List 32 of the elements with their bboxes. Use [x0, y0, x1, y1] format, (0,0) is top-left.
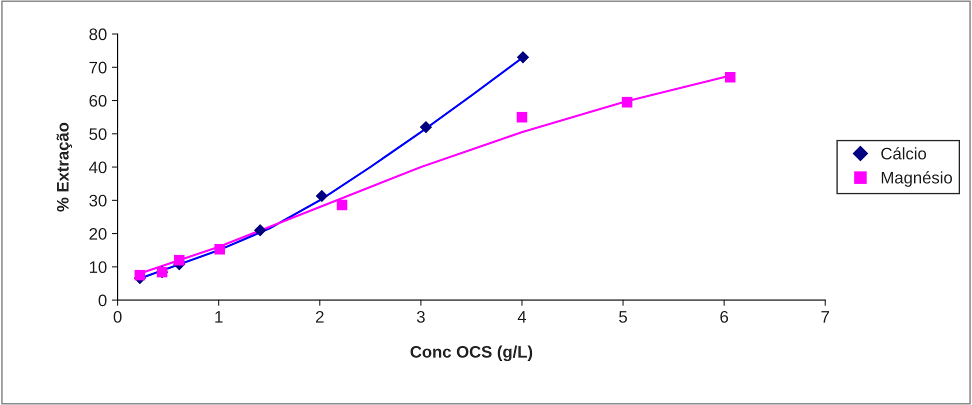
point	[420, 121, 432, 134]
point	[174, 254, 185, 266]
x-tick-label: 6	[720, 310, 728, 323]
x-tick-label: 5	[619, 311, 627, 323]
legend-label: Cálcio	[881, 147, 926, 160]
y-axis-title: % Extração	[56, 122, 72, 212]
y-tick-label: 40	[89, 161, 107, 174]
y-tick-label: 10	[90, 261, 107, 274]
y-tick-label: 0	[98, 294, 107, 306]
point	[316, 190, 328, 202]
point	[622, 96, 632, 108]
point	[336, 200, 348, 210]
y-tick-label: 20	[89, 228, 107, 240]
point	[254, 224, 266, 236]
y-tick-label: 50	[89, 128, 107, 140]
x-tick-label: 0	[114, 310, 122, 323]
point	[516, 112, 528, 122]
x-tick-label: 3	[416, 310, 425, 323]
x-tick-label: 7	[821, 311, 830, 323]
point	[516, 51, 530, 64]
x-tick-label: 2	[316, 310, 324, 323]
point	[134, 270, 146, 280]
point	[214, 244, 225, 254]
y-tick-label: 60	[90, 94, 107, 107]
y-tick-label: 70	[90, 62, 107, 74]
y-tick-label: 80	[89, 28, 107, 40]
point	[724, 72, 736, 83]
legend-label: Magnésio	[882, 171, 952, 187]
x-axis-title: Conc OCS (g/L)	[410, 346, 532, 362]
x-tick-label: 4	[518, 311, 526, 323]
x-tick-label: 1	[215, 311, 223, 323]
y-tick-label: 30	[89, 194, 107, 207]
